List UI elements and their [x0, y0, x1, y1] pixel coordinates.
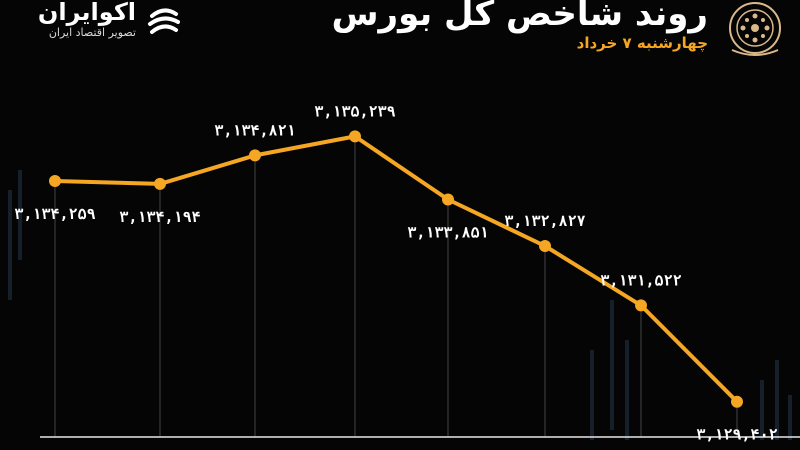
chart-title: روند شاخص کل بورس: [331, 0, 708, 34]
data-point: [442, 193, 454, 206]
data-point: [249, 149, 261, 162]
data-label: ۳,۱۳۴,۱۹۴: [119, 208, 200, 226]
data-labels: ۳,۱۳۴,۲۵۹ ۳,۱۳۴,۱۹۴ ۳,۱۳۴,۸۲۱ ۳,۱۳۵,۲۳۹ ۳,۱۳…: [14, 102, 777, 443]
background-candle: [625, 340, 629, 440]
data-point: [731, 395, 743, 408]
data-label: ۳,۱۳۵,۲۳۹: [314, 102, 395, 120]
background-candle: [18, 170, 22, 260]
exchange-seal-icon: [729, 2, 781, 56]
series-line: [53, 134, 739, 404]
data-point: [154, 177, 166, 190]
background-candle: [788, 395, 792, 440]
brand-name: اکوایران: [37, 0, 136, 26]
background-candle: [775, 360, 779, 440]
data-label: ۳,۱۳۴,۸۲۱: [214, 121, 295, 139]
data-label: ۳,۱۳۴,۲۵۹: [14, 205, 95, 223]
data-label: ۳,۱۳۳,۸۵۱: [407, 224, 488, 242]
data-point: [349, 130, 361, 143]
data-label: ۳,۱۲۹,۴۰۲: [696, 426, 777, 444]
data-points: [49, 130, 743, 408]
background-candle: [610, 300, 614, 430]
background-candle: [590, 350, 594, 440]
chart-subtitle: چهارشنبه ۷ خرداد: [576, 34, 708, 52]
data-point: [635, 299, 647, 312]
background-candle: [760, 380, 764, 440]
data-label: ۳,۱۳۲,۸۲۷: [504, 212, 585, 230]
background-candles: [8, 170, 792, 440]
drop-lines: [54, 136, 738, 437]
background-candle: [8, 190, 12, 300]
data-label: ۳,۱۳۱,۵۲۲: [600, 271, 681, 289]
brand-swirl-icon: [148, 8, 180, 34]
brand-logo: اکوایران تصویر اقتصاد ایران: [28, 0, 198, 48]
data-point: [539, 240, 551, 252]
brand-tagline: تصویر اقتصاد ایران: [48, 26, 136, 39]
data-point: [49, 175, 61, 187]
